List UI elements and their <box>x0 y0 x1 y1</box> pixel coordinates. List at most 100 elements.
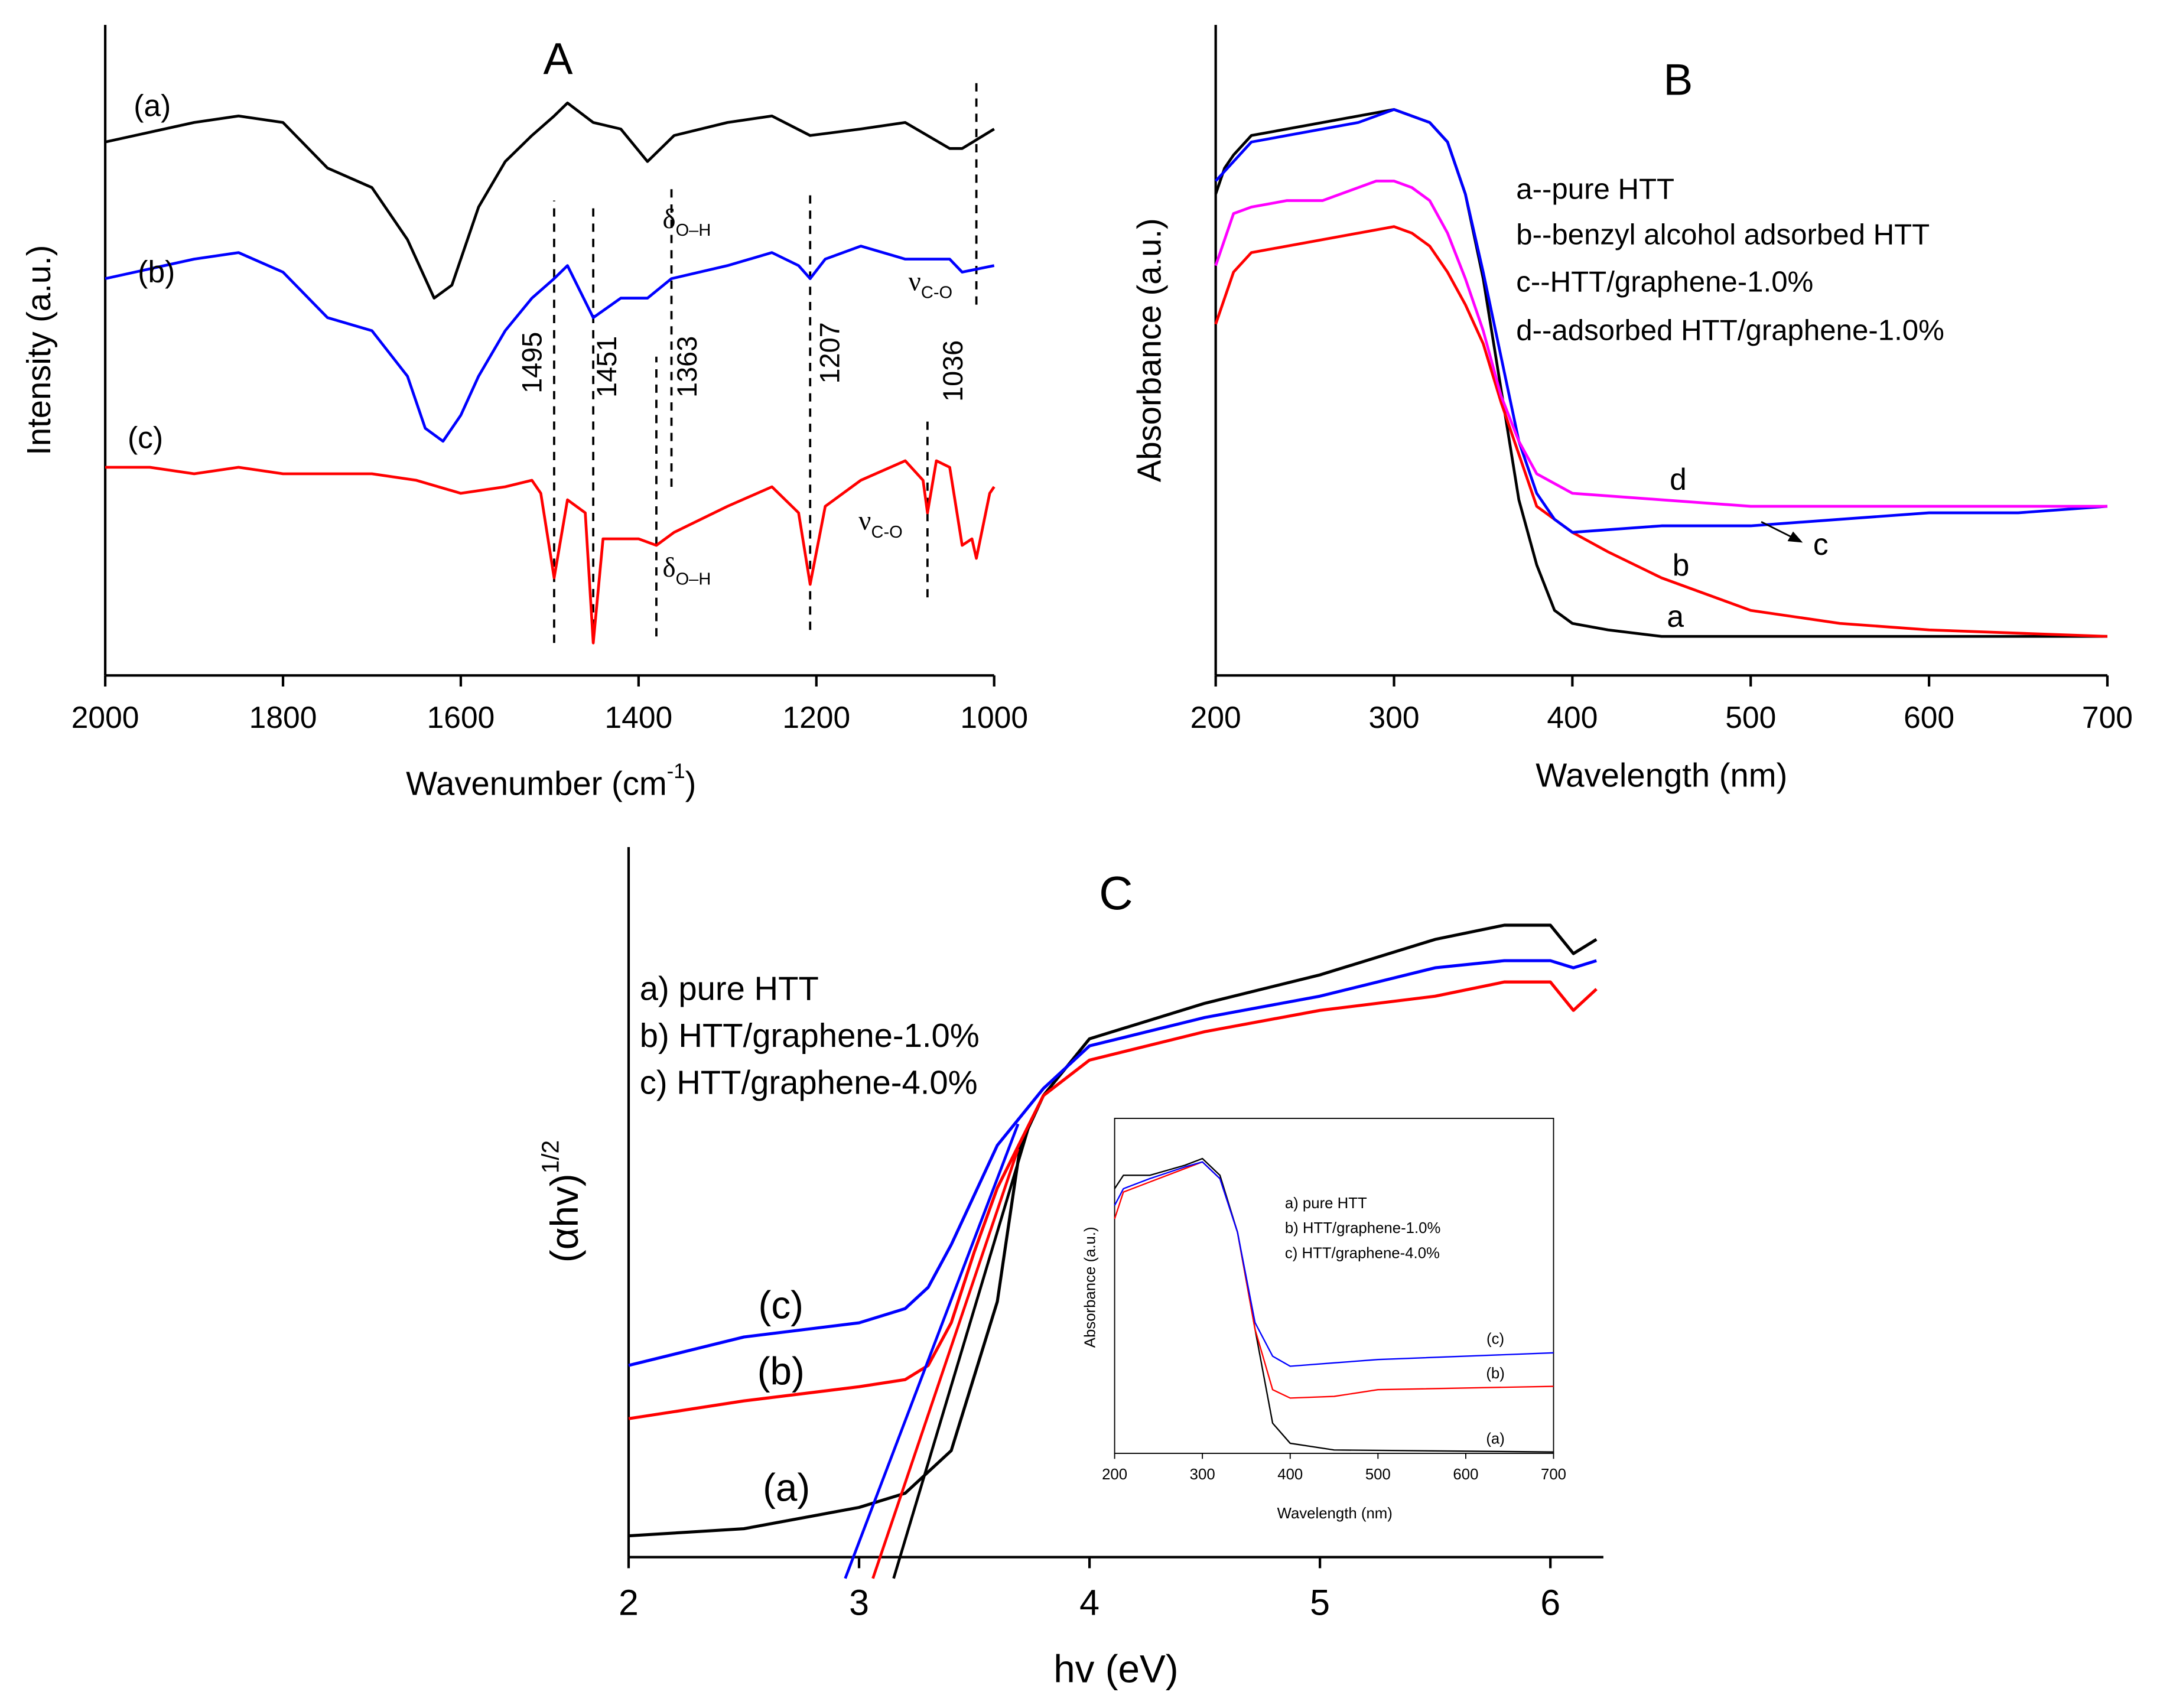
legend-label: a--pure HTT <box>1516 173 1674 205</box>
x-tick-label: 300 <box>1369 700 1420 734</box>
legend-label: a) pure HTT <box>640 970 819 1007</box>
x-tick-label: 1200 <box>782 700 850 734</box>
x-axis-label: hv (eV) <box>1053 1647 1178 1690</box>
legend-label: a) pure HTT <box>1285 1195 1367 1212</box>
x-tick-label: 1600 <box>427 700 495 734</box>
annotation-text: 1363 <box>672 336 702 398</box>
y-axis-label-text: (αhv) <box>543 1173 586 1263</box>
x-tick-label: 1800 <box>249 700 317 734</box>
legend-label: c) HTT/graphene-4.0% <box>640 1064 978 1101</box>
series-line <box>628 980 1598 1420</box>
x-axis-label-sup: -1 <box>667 760 685 783</box>
annotation-text: δ <box>662 552 675 583</box>
annotation-text: ν <box>858 505 871 536</box>
curve-label: (b) <box>1486 1365 1505 1382</box>
annotation-text: 1451 <box>592 336 623 398</box>
x-tick-label: 2 <box>619 1583 639 1623</box>
annotation: δO–H <box>662 204 711 240</box>
x-tick-label: 2000 <box>71 700 139 734</box>
curve-label: b <box>1673 548 1690 582</box>
annotation: 1495 <box>517 332 548 393</box>
x-tick-label: 4 <box>1079 1583 1099 1623</box>
series-line <box>1114 1161 1554 1367</box>
curve-label: (c) <box>759 1283 804 1326</box>
curve-label: (a) <box>763 1466 810 1509</box>
annotation-sub: O–H <box>676 570 711 588</box>
x-tick-label: 1400 <box>605 700 673 734</box>
x-tick-label: 700 <box>1541 1466 1566 1483</box>
x-tick-label: 400 <box>1547 700 1598 734</box>
x-tick-label: 500 <box>1365 1466 1391 1483</box>
x-tick-label: 400 <box>1277 1466 1303 1483</box>
arrow-line <box>1761 520 1795 539</box>
curve-label: (c) <box>1486 1331 1504 1348</box>
x-tick-label: 5 <box>1310 1583 1330 1623</box>
annotation: 1036 <box>938 340 968 402</box>
annotation: νC-O <box>858 505 902 541</box>
legend-label: (b) <box>138 255 175 289</box>
curve-label: d <box>1670 462 1687 496</box>
x-tick-label: 200 <box>1102 1466 1127 1483</box>
tangent-line <box>871 1148 1020 1579</box>
annotation: νC-O <box>909 266 952 302</box>
x-tick-label: 3 <box>849 1583 869 1623</box>
x-tick-label: 300 <box>1190 1466 1215 1483</box>
series-line <box>1214 180 2107 508</box>
x-axis-label-tail: ) <box>685 765 697 802</box>
series-line <box>105 245 995 443</box>
x-axis-label-text: Wavenumber (cm <box>406 765 667 802</box>
x-tick-label: 200 <box>1190 700 1241 734</box>
curve-label: (b) <box>757 1350 805 1393</box>
x-tick-label: 1000 <box>960 700 1028 734</box>
series-line <box>1214 225 2108 638</box>
legend-label: c) HTT/graphene-4.0% <box>1285 1245 1440 1261</box>
x-axis-label: Wavelength (nm) <box>1277 1505 1393 1522</box>
curve-label: c <box>1813 527 1829 561</box>
annotation-text: 1495 <box>517 332 548 393</box>
y-axis-label: Absorbance (a.u.) <box>1082 1226 1099 1348</box>
annotation-sub: C-O <box>921 283 952 302</box>
chart-title: B <box>1663 54 1693 104</box>
legend-label: (c) <box>128 421 163 455</box>
annotation: δO–H <box>662 552 711 588</box>
annotation-text: δ <box>662 204 675 235</box>
x-tick-label: 6 <box>1540 1583 1560 1623</box>
annotation: 1207 <box>815 322 845 383</box>
legend-label: d--adsorbed HTT/graphene-1.0% <box>1516 314 1944 346</box>
legend-label: b--benzyl alcohol adsorbed HTT <box>1516 219 1930 251</box>
chart-title: C <box>1099 867 1133 919</box>
series-line <box>628 959 1597 1367</box>
x-tick-label: 700 <box>2082 700 2133 734</box>
arrow-c <box>1761 520 1803 543</box>
x-tick-label: 600 <box>1453 1466 1478 1483</box>
chart-title: A <box>543 34 572 83</box>
legend-label: (a) <box>134 88 171 122</box>
x-axis-label: Wavelength (nm) <box>1536 757 1787 794</box>
x-tick-label: 500 <box>1725 700 1776 734</box>
tangent-line <box>892 1123 1031 1579</box>
legend-label: b) HTT/graphene-1.0% <box>640 1017 980 1054</box>
annotation-sub: O–H <box>676 221 711 240</box>
curve-label: (a) <box>1486 1430 1505 1447</box>
annotation-sub: C-O <box>871 523 902 542</box>
y-axis-label-sup: 1/2 <box>536 1140 564 1174</box>
annotation-text: ν <box>909 266 921 297</box>
x-tick-label: 600 <box>1904 700 1954 734</box>
arrow-head <box>1787 531 1803 543</box>
annotation: 1451 <box>592 336 623 398</box>
annotation-text: 1036 <box>938 340 968 402</box>
tangent-line <box>844 1123 1020 1579</box>
y-axis-label: (αhv)1/2 <box>536 1140 586 1263</box>
annotation-text: 1207 <box>815 322 845 383</box>
series-line <box>1214 108 2108 534</box>
annotation: 1363 <box>672 336 702 398</box>
y-axis-label: Absorbance (a.u.) <box>1131 218 1168 482</box>
x-axis-label: Wavenumber (cm-1) <box>406 760 696 802</box>
series-line <box>105 459 996 645</box>
plot-frame <box>1114 1118 1554 1454</box>
series-line <box>105 101 995 300</box>
curve-label: a <box>1667 599 1684 633</box>
legend-label: b) HTT/graphene-1.0% <box>1285 1220 1441 1237</box>
